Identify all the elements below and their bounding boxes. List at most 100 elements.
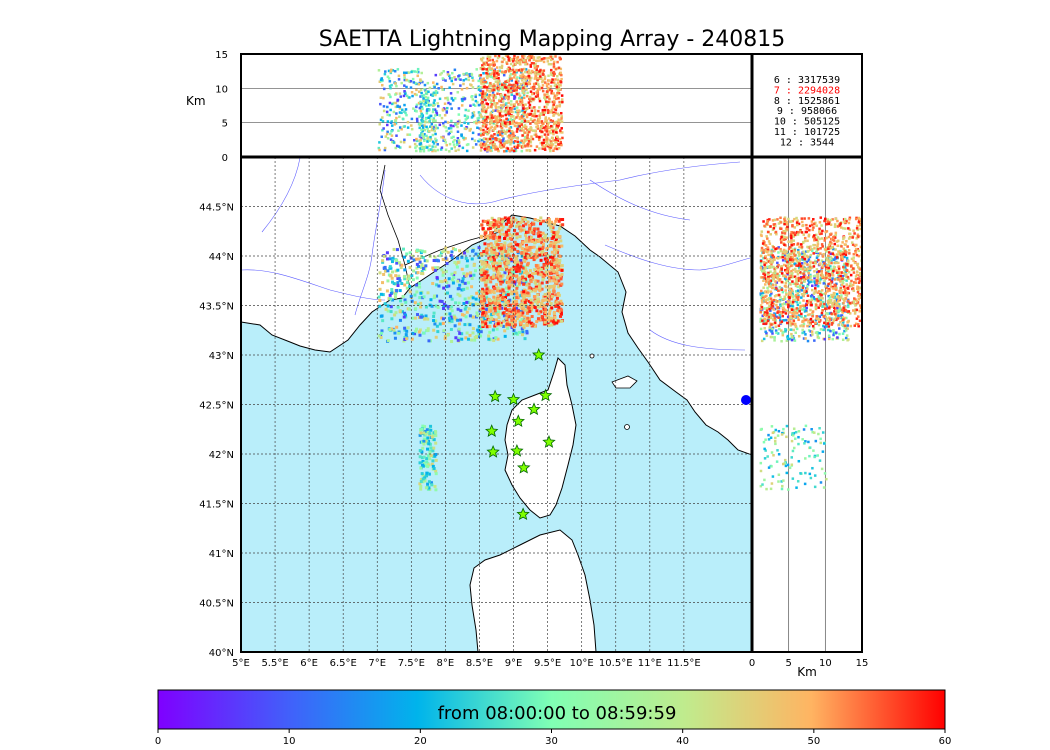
lightning-source-lon-alt (516, 76, 519, 79)
lightning-source (476, 302, 480, 306)
lightning-source-lat-alt (774, 329, 778, 332)
lightning-source-lon-alt (517, 109, 521, 112)
lightning-source-lon-alt (491, 58, 494, 62)
lightning-source (499, 323, 503, 327)
lat-tick-label: 44°N (209, 252, 234, 263)
lightning-source-lon-alt (429, 125, 432, 128)
lightning-source-lat-alt (791, 432, 794, 435)
lightning-source (481, 324, 485, 328)
lightning-source-lon-alt (462, 136, 465, 140)
lightning-source-lat-alt (796, 289, 800, 292)
lightning-source-lon-alt (479, 142, 483, 145)
lightning-source-lat-alt (822, 328, 826, 332)
lightning-source-lat-alt (817, 336, 821, 340)
station-count-legend: 6 : 3317539 7 : 2294028 8 : 1525861 9 : … (774, 75, 840, 148)
lightning-source (519, 243, 523, 247)
lightning-source-lon-alt (507, 87, 510, 91)
lightning-source-lat-alt (830, 280, 833, 284)
lightning-source-lon-alt (495, 121, 499, 124)
lightning-source (515, 284, 519, 288)
lightning-source-lon-alt (454, 78, 457, 81)
lightning-source-lon-alt (510, 130, 514, 133)
lightning-source-lon-alt (395, 134, 398, 137)
lightning-source (393, 313, 397, 317)
lightning-source-lon-alt (523, 138, 526, 142)
lightning-source-lat-alt (762, 291, 765, 295)
lightning-source-lon-alt (524, 82, 528, 85)
lightning-source-lon-alt (515, 88, 518, 91)
lightning-source-lon-alt (561, 131, 564, 134)
lightning-source-lon-alt (380, 135, 383, 139)
lightning-source (396, 281, 400, 285)
lightning-source-lat-alt (759, 261, 763, 264)
lightning-source-lon-alt (509, 89, 512, 92)
lightning-source-lon-alt (458, 120, 461, 124)
lightning-source-lat-alt (809, 294, 813, 298)
lightning-source-lon-alt (390, 134, 394, 137)
lightning-source-lat-alt (824, 264, 827, 267)
lightning-source-lon-alt (483, 105, 486, 109)
lightning-source (548, 279, 552, 283)
lightning-source-lon-alt (556, 81, 560, 84)
station-count-row: 7 : 2294028 (774, 85, 840, 96)
lightning-source-lon-alt (553, 122, 556, 125)
lightning-source-lon-alt (428, 120, 431, 123)
lightning-source (489, 309, 493, 313)
lightning-source-lon-alt (485, 75, 489, 78)
lightning-source-lon-alt (508, 83, 511, 86)
lightning-source-lon-alt (491, 135, 494, 139)
lightning-source-lat-alt (832, 312, 835, 315)
lightning-source (495, 261, 499, 265)
lightning-source (420, 440, 424, 444)
lightning-source-lon-alt (403, 90, 406, 93)
lightning-source-lat-alt (795, 315, 798, 318)
lightning-source-lat-alt (813, 431, 816, 434)
lightning-source (432, 319, 436, 323)
lightning-source-lon-alt (533, 133, 536, 137)
lightning-source-lon-alt (529, 117, 533, 121)
lightning-source-lon-alt (543, 57, 546, 60)
lightning-source-lat-alt (858, 219, 861, 222)
lightning-source-lon-alt (536, 94, 539, 98)
lightning-source (469, 302, 473, 306)
lightning-source (522, 282, 526, 286)
lightning-source-lon-alt (421, 116, 424, 119)
lightning-source-lon-alt (463, 97, 467, 100)
lightning-source (493, 233, 497, 237)
lightning-source-lon-alt (513, 97, 516, 100)
lightning-source (508, 236, 512, 240)
alt-tick-label: 15 (215, 50, 228, 61)
lightning-source (522, 228, 526, 232)
lightning-source-lat-alt (789, 320, 792, 323)
lightning-source-lat-alt (829, 285, 833, 288)
lightning-source-lat-alt (768, 325, 772, 329)
lightning-source (506, 217, 510, 221)
lightning-source-lon-alt (525, 125, 528, 129)
station-count-row: 12 : 3544 (780, 137, 834, 148)
lightning-source-lon-alt (435, 110, 438, 113)
lightning-source-lon-alt (419, 140, 422, 143)
lightning-source-lon-alt (494, 105, 498, 109)
lightning-source-lon-alt (494, 125, 497, 129)
lightning-source-lat-alt (818, 459, 822, 462)
lightning-source (441, 258, 445, 262)
lightning-source (501, 220, 505, 224)
lightning-source-lon-alt (490, 114, 494, 117)
lightning-source (442, 286, 446, 290)
lightning-source-lat-alt (763, 478, 766, 482)
lightning-source (503, 264, 507, 268)
lightning-source (495, 235, 499, 239)
lightning-source (550, 294, 554, 298)
lightning-source (390, 280, 394, 284)
lightning-source-lon-alt (525, 77, 529, 80)
lightning-source-lon-alt (482, 128, 485, 132)
lightning-source-lon-alt (444, 126, 448, 129)
lightning-source-lat-alt (824, 285, 827, 288)
lightning-source (419, 251, 423, 255)
lightning-source-lon-alt (425, 134, 428, 138)
lightning-source-lon-alt (550, 108, 554, 112)
lightning-source-lat-alt (780, 329, 783, 332)
lightning-source (549, 262, 553, 266)
lightning-source (520, 275, 524, 279)
lightning-source (560, 272, 564, 276)
